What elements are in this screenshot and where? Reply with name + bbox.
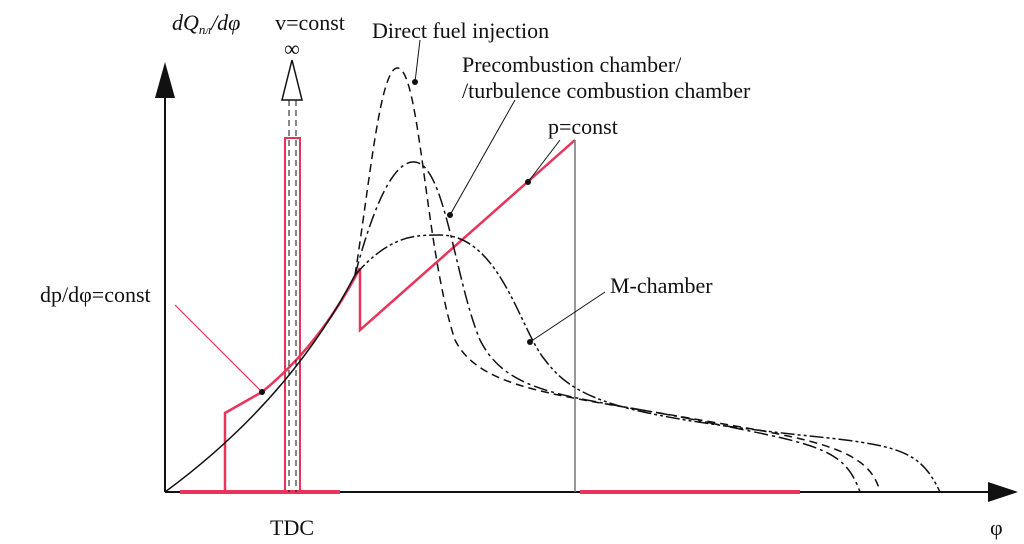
rise-curve [164, 274, 356, 493]
y-label: dQпл/dφ [172, 10, 240, 37]
leader [414, 39, 421, 83]
v-const-label: v=const [275, 10, 345, 35]
x-label: φ [990, 515, 1003, 540]
leader [529, 291, 606, 343]
dp-const-label: dp/dφ=const [40, 282, 151, 307]
leader [449, 99, 516, 216]
label-part: dQ [172, 10, 199, 35]
precombustion-curve [354, 161, 861, 493]
m-chamber-label: M-chamber [610, 273, 713, 298]
leader [174, 304, 263, 393]
y-arrow [155, 62, 175, 98]
precombustion-label-2: /turbulence combustion chamber [462, 78, 751, 103]
infinity-arrow [281, 59, 303, 101]
dot [525, 179, 531, 185]
x-arrow [988, 482, 1018, 502]
tdc-label: TDC [270, 515, 314, 540]
infinity-label: ∞ [284, 36, 300, 61]
precombustion-label-1: Precombustion chamber/ [462, 52, 682, 77]
direct-injection-curve [354, 67, 881, 493]
dot [259, 389, 265, 395]
label-part: /dφ [209, 10, 240, 35]
leader [527, 139, 561, 183]
dot [412, 79, 418, 85]
dot [527, 339, 533, 345]
p-const-curve [358, 139, 576, 333]
dot [447, 212, 453, 218]
label-part: пл [199, 22, 212, 37]
v-const-bar [284, 137, 301, 493]
m-chamber-curve [354, 234, 941, 493]
p-const-label: p=const [548, 114, 618, 139]
direct-label: Direct fuel injection [372, 18, 549, 43]
